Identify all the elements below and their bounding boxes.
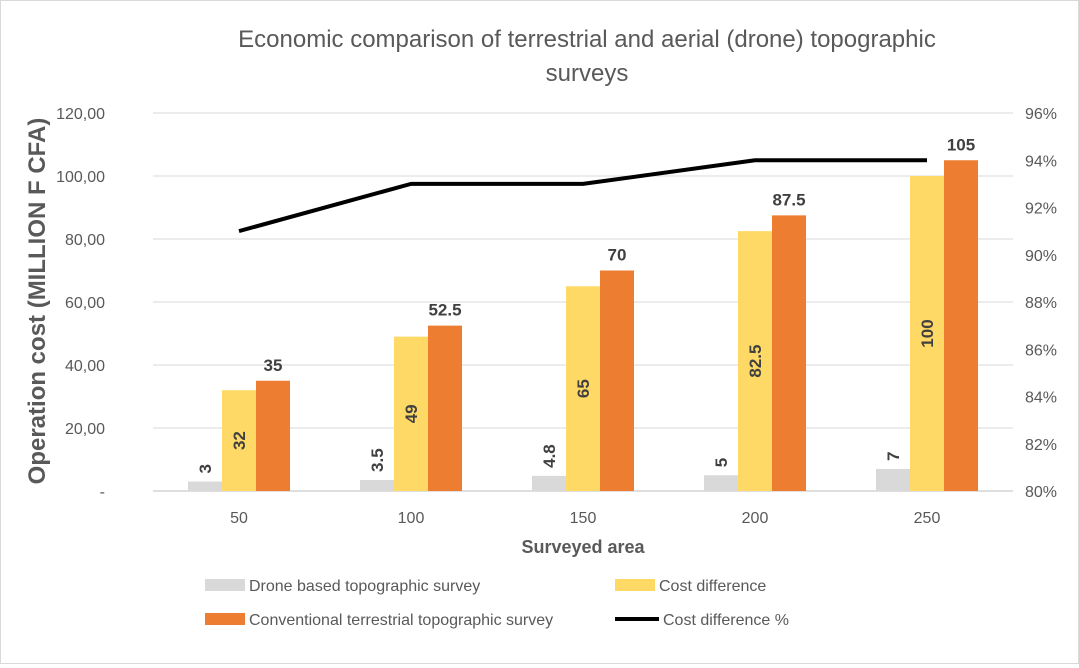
- data-label: 105: [947, 135, 975, 154]
- legend-swatch: [615, 579, 655, 591]
- bar-1: [394, 336, 428, 491]
- y2-tick-label: 92%: [1025, 201, 1057, 218]
- y2-tick-label: 86%: [1025, 342, 1057, 359]
- data-label: 87.5: [772, 190, 805, 209]
- x-tick-label: 50: [230, 510, 248, 527]
- data-label: 35: [264, 356, 283, 375]
- bar-2: [428, 325, 462, 491]
- y-tick-label: 60,00: [65, 295, 105, 312]
- y-tick-label: 100,00: [56, 169, 105, 186]
- data-label: 32: [230, 431, 249, 450]
- data-label: 70: [608, 246, 627, 265]
- x-axis-title: Surveyed area: [521, 537, 645, 557]
- legend-label: Cost difference %: [663, 612, 789, 629]
- bar-2: [256, 380, 290, 491]
- bar-0: [876, 468, 910, 491]
- secondary-y-axis-ticks: 80% 82% 84% 86% 88% 90% 92% 94% 96%: [1025, 106, 1057, 501]
- legend: Drone based topographic survey Cost diffe…: [205, 578, 789, 629]
- data-label: 3.5: [368, 448, 387, 472]
- data-label: 82.5: [746, 345, 765, 378]
- y2-tick-label: 94%: [1025, 153, 1057, 170]
- legend-label: Cost difference: [659, 578, 766, 595]
- y-axis-ticks: - 20,00 40,00 60,00 80,00 100,00 120,00: [56, 106, 105, 501]
- data-label: 4.8: [540, 444, 559, 468]
- y-tick-label: 40,00: [65, 358, 105, 375]
- data-label: 49: [402, 404, 421, 423]
- data-label: 7: [884, 451, 903, 460]
- bar-1: [566, 286, 600, 491]
- y-tick-label: 20,00: [65, 421, 105, 438]
- bar-1: [910, 176, 944, 491]
- bar-0: [360, 479, 394, 491]
- bar-0: [532, 475, 566, 491]
- data-label: 3: [196, 464, 215, 473]
- y-tick-label: 120,00: [56, 106, 105, 123]
- y2-tick-label: 90%: [1025, 248, 1057, 265]
- data-label: 52.5: [428, 301, 461, 320]
- data-label: 5: [712, 458, 731, 467]
- x-tick-label: 100: [398, 510, 425, 527]
- bar-0: [704, 475, 738, 491]
- y-tick-label: 80,00: [65, 232, 105, 249]
- x-axis-ticks: 50 100 150 200 250: [230, 510, 940, 527]
- bar-1: [738, 231, 772, 491]
- y-axis-title: Operation cost (MILLION F CFA): [24, 118, 51, 485]
- x-tick-label: 150: [570, 510, 597, 527]
- y2-tick-label: 80%: [1025, 484, 1057, 501]
- chart-title-line-1: Economic comparison of terrestrial and a…: [238, 26, 936, 53]
- bar-2: [944, 160, 978, 491]
- data-label: 100: [918, 319, 937, 347]
- y2-tick-label: 84%: [1025, 390, 1057, 407]
- y2-tick-label: 88%: [1025, 295, 1057, 312]
- line-series: [238, 158, 927, 234]
- legend-swatch: [205, 613, 245, 625]
- legend-label: Drone based topographic survey: [249, 578, 480, 595]
- x-tick-label: 200: [742, 510, 769, 527]
- y2-tick-label: 96%: [1025, 106, 1057, 123]
- line-cost-difference-pct: [238, 158, 927, 234]
- data-labels: 3 3.5 4.8 5 7 32 49 65 82.5 100 35 52.5 70 87.5 105: [196, 135, 975, 473]
- legend-swatch: [205, 579, 245, 591]
- y2-tick-label: 82%: [1025, 437, 1057, 454]
- data-label: 65: [574, 379, 593, 398]
- bar-series: [188, 160, 978, 491]
- bar-0: [188, 481, 222, 491]
- chart-title-line-2: surveys: [546, 60, 629, 87]
- bar-2: [772, 215, 806, 491]
- bar-2: [600, 270, 634, 491]
- y-tick-label: -: [100, 484, 105, 501]
- bar-1: [222, 390, 256, 491]
- legend-label: Conventional terrestrial topographic sur…: [249, 612, 553, 629]
- x-tick-label: 250: [914, 510, 941, 527]
